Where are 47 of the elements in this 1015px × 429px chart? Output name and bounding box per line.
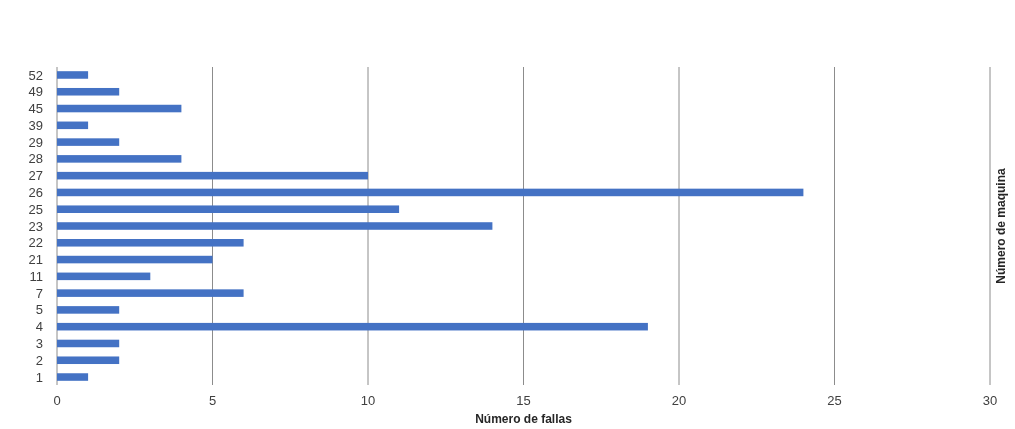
x-tick-label: 10 (360, 393, 376, 408)
bar (57, 104, 182, 113)
y-tick-label: 45 (28, 101, 43, 117)
bar (57, 71, 89, 79)
bar (57, 306, 120, 314)
bar (57, 339, 120, 348)
bar (57, 239, 244, 247)
y-tick-label: 27 (28, 168, 43, 184)
bar (57, 255, 213, 264)
y-tick-label: 11 (29, 268, 43, 284)
bar (57, 322, 648, 331)
y-tick-label: 3 (35, 336, 43, 352)
y-tick-label: 26 (28, 184, 43, 200)
y-tick-label: 29 (28, 134, 43, 150)
bar (57, 222, 493, 230)
bar (57, 205, 400, 213)
y-tick-label: 52 (28, 67, 43, 83)
y-tick-label: 39 (28, 117, 43, 133)
x-tick-label: 5 (208, 393, 217, 408)
y-tick-label: 25 (28, 201, 43, 217)
x-axis-title: Número de fallas (475, 412, 573, 426)
bar (57, 356, 120, 365)
y-tick-label: 7 (35, 285, 43, 301)
bar (57, 188, 804, 197)
bar (57, 138, 120, 146)
bar (57, 272, 151, 281)
x-tick-label: 20 (671, 393, 687, 408)
y-tick-label: 21 (28, 252, 43, 268)
y-tick-label: 23 (28, 218, 43, 234)
x-tick-label: 25 (827, 393, 842, 408)
y-axis-title: Número de maquina (994, 168, 1008, 284)
bar (57, 155, 182, 163)
bar (57, 171, 368, 180)
y-tick-label: 49 (28, 84, 43, 100)
y-tick-label: 28 (28, 151, 43, 167)
bar (57, 121, 89, 130)
y-tick-label: 1 (35, 369, 43, 385)
y-tick-label: 22 (28, 235, 43, 251)
x-tick-label: 15 (516, 393, 531, 408)
bar (57, 289, 244, 297)
y-tick-label: 4 (35, 319, 43, 335)
bar (57, 87, 120, 96)
y-tick-label: 2 (35, 352, 43, 368)
x-tick-label: 0 (53, 393, 61, 408)
y-tick-label: 5 (35, 302, 43, 318)
bar (57, 373, 89, 381)
x-tick-label: 30 (982, 393, 998, 408)
